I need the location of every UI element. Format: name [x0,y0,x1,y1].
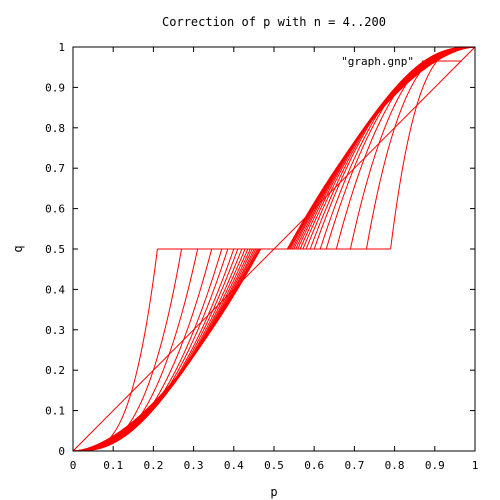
curve-lower-n50 [73,249,252,451]
curve-upper-n12 [320,47,475,249]
y-tick-label: 0 [58,445,65,458]
curve-lower-n5 [73,249,182,451]
curve-lower-n4 [73,249,157,451]
y-tick-label: 0.9 [45,81,65,94]
y-axis-label: q [11,245,25,252]
y-tick-label: 0.6 [45,203,65,216]
curve-upper-n22 [306,47,475,249]
x-tick-label: 0 [70,459,77,472]
curve-upper-n10 [326,47,475,249]
curve-upper-n40 [298,47,475,249]
x-tick-label: 0.8 [385,459,405,472]
axis-ticks: 0 0.1 0.2 0.3 0.4 0.5 0.6 0.7 0.8 0.9 1 0 0.1 0.2 0.3 0… [45,41,478,472]
y-tick-label: 0.8 [45,122,65,135]
curve-lower-n10 [73,249,222,451]
curve-lower-n22 [73,249,242,451]
curve-upper-n18 [310,47,475,249]
x-tick-label: 1 [472,459,479,472]
curve-lower-n40 [73,249,250,451]
x-tick-label: 0.5 [264,459,284,472]
y-tick-label: 0.4 [45,283,65,296]
x-tick-label: 0.3 [184,459,204,472]
x-tick-label: 0.7 [344,459,364,472]
y-tick-label: 0.3 [45,324,65,337]
curve-lower-n62 [73,249,254,451]
diagonal-line [73,47,475,451]
series-curves [73,47,475,451]
curve-lower-n18 [73,249,238,451]
x-tick-label: 0.9 [425,459,445,472]
curve-lower-n130 [73,249,259,451]
curve-upper-n130 [289,47,475,249]
curve-lower-n78 [73,249,256,451]
curve-upper-n50 [296,47,475,249]
y-tick-label: 0.7 [45,162,65,175]
x-tick-label: 0.2 [143,459,163,472]
y-tick-label: 0.1 [45,405,65,418]
x-tick-label: 0.4 [224,459,244,472]
curve-lower-n200 [73,249,261,451]
curve-upper-n5 [366,47,475,249]
x-tick-label: 0.6 [304,459,324,472]
curve-upper-n62 [294,47,475,249]
curve-upper-n4 [391,47,475,249]
x-tick-label: 0.1 [103,459,123,472]
legend-label: "graph.gnp" [341,55,414,68]
chart-title: Correction of p with n = 4..200 [162,15,386,29]
curve-lower-n12 [73,249,228,451]
y-tick-label: 0.2 [45,364,65,377]
y-tick-label: 0.5 [45,243,65,256]
curve-upper-n78 [292,47,475,249]
y-tick-label: 1 [58,41,65,54]
x-axis-label: p [270,485,277,499]
curve-lower-n33 [73,249,248,451]
curve-upper-n200 [287,47,475,249]
curve-upper-n33 [300,47,475,249]
